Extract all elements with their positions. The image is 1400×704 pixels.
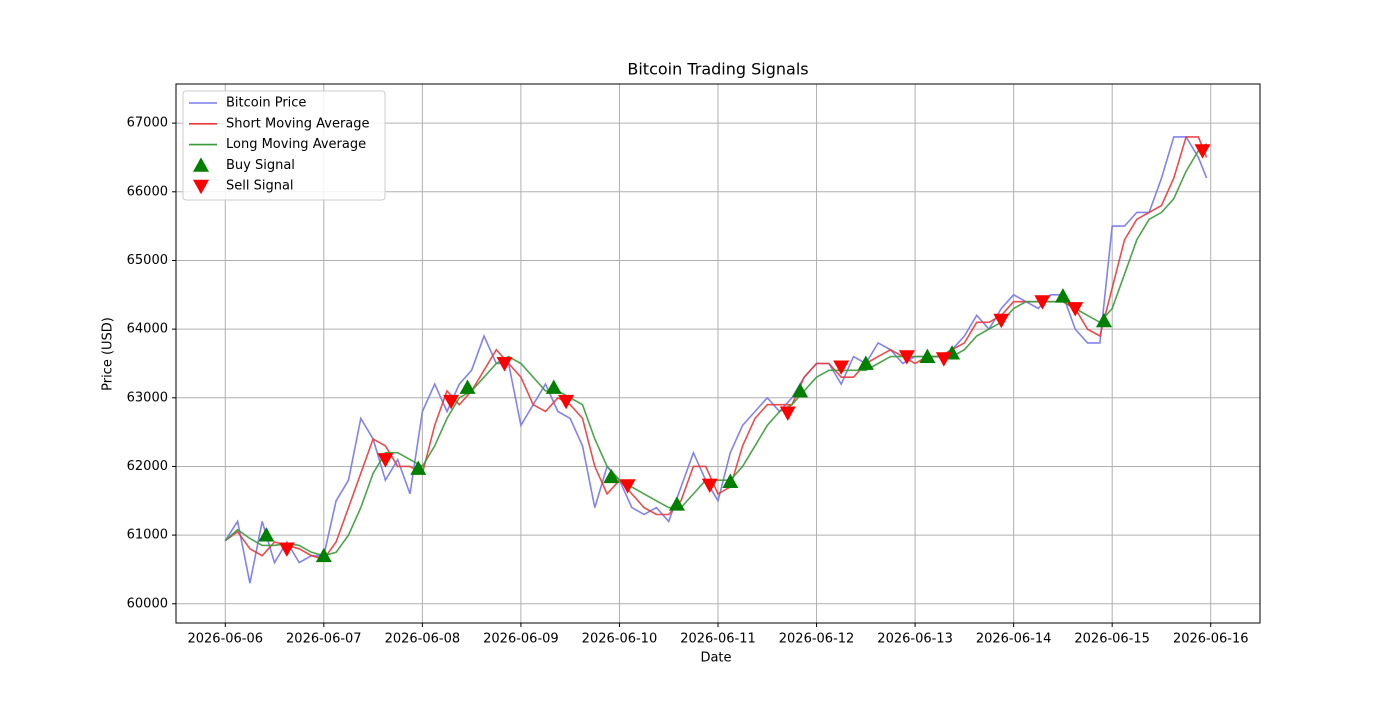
signal-marker: [935, 352, 952, 367]
signal-marker: [410, 460, 427, 475]
x-tick-label: 2026-06-12: [779, 632, 855, 647]
signal-marker: [1067, 302, 1084, 317]
legend-box: [182, 90, 386, 201]
signal-marker: [496, 357, 513, 372]
signal-marker: [443, 394, 460, 410]
legend: Bitcoin Price Short Moving Average Long Mo…: [182, 90, 386, 201]
signal-marker: [377, 453, 394, 468]
legend-label: Long Moving Average: [226, 137, 366, 152]
signal-marker: [315, 547, 332, 563]
signal-marker: [1194, 144, 1211, 159]
legend-marker: [193, 179, 209, 195]
signal-marker: [619, 479, 636, 494]
legend-marker: [193, 157, 209, 172]
signal-marker: [1095, 312, 1112, 328]
x-tick-label: 2026-06-09: [483, 632, 559, 647]
plot: [224, 136, 1211, 584]
legend-label: Short Moving Average: [226, 116, 370, 131]
y-tick-label: 61000: [127, 528, 168, 543]
y-tick-label: 64000: [127, 322, 168, 337]
signal-marker: [722, 473, 739, 488]
signal-marker: [278, 542, 295, 557]
y-tick-label: 60000: [127, 596, 168, 611]
legend-label: Buy Signal: [226, 158, 295, 173]
signal-marker: [258, 527, 275, 542]
y-tick-label: 67000: [127, 116, 168, 131]
x-tick-label: 2026-06-08: [385, 632, 461, 647]
legend-label: Bitcoin Price: [226, 96, 306, 111]
y-tick-label: 63000: [127, 390, 168, 405]
x-tick-label: 2026-06-16: [1173, 632, 1249, 647]
x-tick-label: 2026-06-11: [680, 632, 756, 647]
x-tick-label: 2026-06-10: [582, 632, 658, 647]
x-tick-label: 2026-06-14: [976, 632, 1052, 647]
x-tick-label: 2026-06-07: [286, 632, 362, 647]
signal-marker: [898, 350, 915, 365]
y-tick-label: 65000: [127, 253, 168, 268]
x-tick-label: 2026-06-13: [877, 632, 953, 647]
y-tick-label: 66000: [127, 184, 168, 199]
signal-marker: [668, 496, 685, 511]
x-tick-label: 2026-06-06: [187, 632, 263, 647]
signal-marker: [993, 313, 1010, 329]
signal-marker: [545, 379, 562, 394]
x-axis-label: Date: [700, 651, 731, 666]
x-tick-label: 2026-06-15: [1074, 632, 1150, 647]
y-tick-label: 62000: [127, 459, 168, 474]
signal-marker: [857, 355, 874, 370]
signal-marker: [919, 348, 936, 363]
y-axis-label: Price (USD): [101, 317, 116, 391]
signal-marker: [779, 406, 796, 421]
signal-marker: [558, 394, 575, 410]
signal-marker: [1034, 295, 1051, 310]
chart-title: Bitcoin Trading Signals: [627, 60, 808, 79]
signal-marker: [792, 382, 809, 398]
signal-marker: [701, 478, 718, 493]
signal-marker: [833, 360, 850, 375]
legend-label: Sell Signal: [226, 179, 294, 194]
signal-marker: [1054, 288, 1071, 303]
signal-marker: [459, 379, 476, 394]
signal-marker: [603, 468, 620, 484]
